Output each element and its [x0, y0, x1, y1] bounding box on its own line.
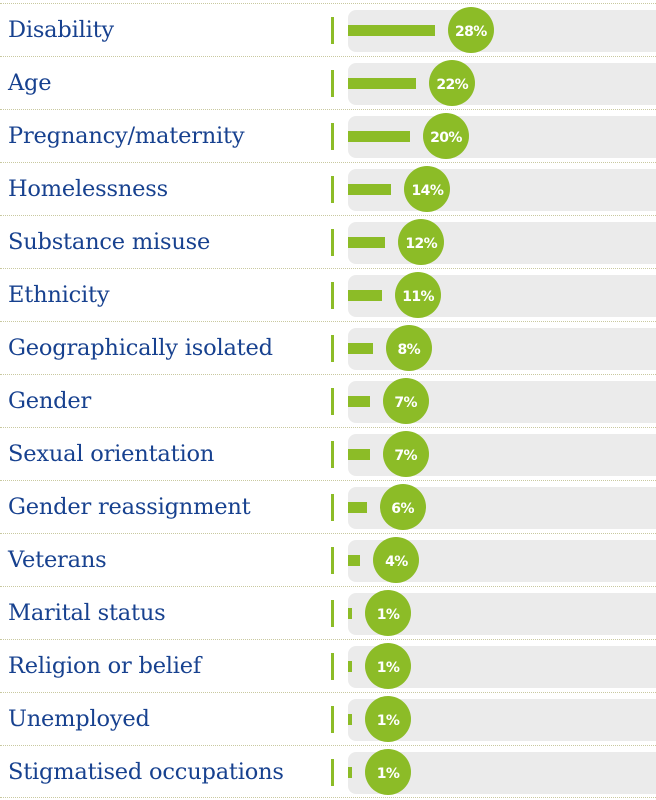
row-divider [331, 600, 334, 627]
value-label-bubble: 14% [404, 166, 451, 212]
row-divider [331, 335, 334, 362]
chart-row: Geographically isolated 8% [0, 321, 656, 374]
value-label-bubble: 11% [395, 272, 442, 318]
chart-row: Age 22% [0, 56, 656, 109]
value-label-bubble: 7% [382, 378, 429, 424]
chart-row: Ethnicity 11% [0, 268, 656, 321]
category-label: Sexual orientation [8, 441, 215, 467]
value-label-bubble: 12% [398, 219, 445, 265]
bar [348, 449, 370, 460]
category-label: Geographically isolated [8, 335, 273, 361]
bar [348, 184, 392, 195]
bar-track [348, 222, 656, 264]
category-label: Gender [8, 388, 92, 414]
category-label: Marital status [8, 600, 166, 626]
chart-row: Stigmatised occupations 1% [0, 745, 656, 798]
row-divider [331, 388, 334, 415]
chart-row: Unemployed 1% [0, 692, 656, 745]
category-label: Religion or belief [8, 653, 202, 679]
value-label-bubble: 1% [365, 749, 411, 795]
category-label: Ethnicity [8, 282, 110, 308]
category-label: Substance misuse [8, 229, 211, 255]
bar [348, 661, 352, 672]
bar [348, 78, 417, 89]
value-label-bubble: 7% [382, 431, 429, 477]
chart-row: Religion or belief 1% [0, 639, 656, 692]
value-label-bubble: 20% [423, 113, 469, 159]
row-divider [331, 759, 334, 786]
row-divider [331, 123, 334, 150]
bar [348, 396, 370, 407]
category-label: Veterans [8, 547, 107, 573]
bar [348, 608, 352, 619]
row-divider [331, 653, 334, 680]
chart-row: Sexual orientation 7% [0, 427, 656, 480]
row-divider [331, 176, 334, 203]
category-label: Unemployed [8, 706, 150, 732]
category-label: Gender reassignment [8, 494, 251, 520]
row-divider [331, 547, 334, 574]
category-label: Stigmatised occupations [8, 759, 284, 785]
bar [348, 343, 373, 354]
chart-row: Gender 7% [0, 374, 656, 427]
chart-row: Disability 28% [0, 3, 656, 56]
chart-row: Marital status 1% [0, 586, 656, 639]
bar [348, 714, 352, 725]
value-label-bubble: 28% [447, 7, 494, 53]
value-label-bubble: 6% [379, 484, 426, 530]
value-label-bubble: 8% [385, 325, 432, 371]
value-label-bubble: 22% [429, 60, 476, 106]
value-label-bubble: 1% [365, 590, 411, 636]
bar [348, 237, 386, 248]
bar [348, 131, 410, 142]
bar [348, 555, 361, 566]
bar [348, 767, 352, 778]
bar [348, 25, 435, 36]
category-label: Disability [8, 17, 114, 43]
row-divider [331, 282, 334, 309]
row-divider [331, 17, 334, 44]
bar [348, 502, 367, 513]
chart-row: Veterans 4% [0, 533, 656, 586]
bar [348, 290, 383, 301]
value-label-bubble: 1% [365, 696, 411, 742]
value-label-bubble: 4% [373, 537, 420, 583]
chart-row: Substance misuse 12% [0, 215, 656, 268]
value-label-bubble: 1% [365, 643, 411, 689]
bar-track [348, 169, 656, 211]
row-divider [331, 229, 334, 256]
chart-row: Pregnancy/maternity 20% [0, 109, 656, 162]
chart-row: Gender reassignment 6% [0, 480, 656, 533]
row-divider [331, 441, 334, 468]
row-divider [331, 494, 334, 521]
chart-row: Homelessness 14% [0, 162, 656, 215]
row-divider [331, 70, 334, 97]
category-label: Pregnancy/maternity [8, 123, 245, 149]
category-label: Age [8, 70, 52, 96]
category-label: Homelessness [8, 176, 168, 202]
row-divider [331, 706, 334, 733]
